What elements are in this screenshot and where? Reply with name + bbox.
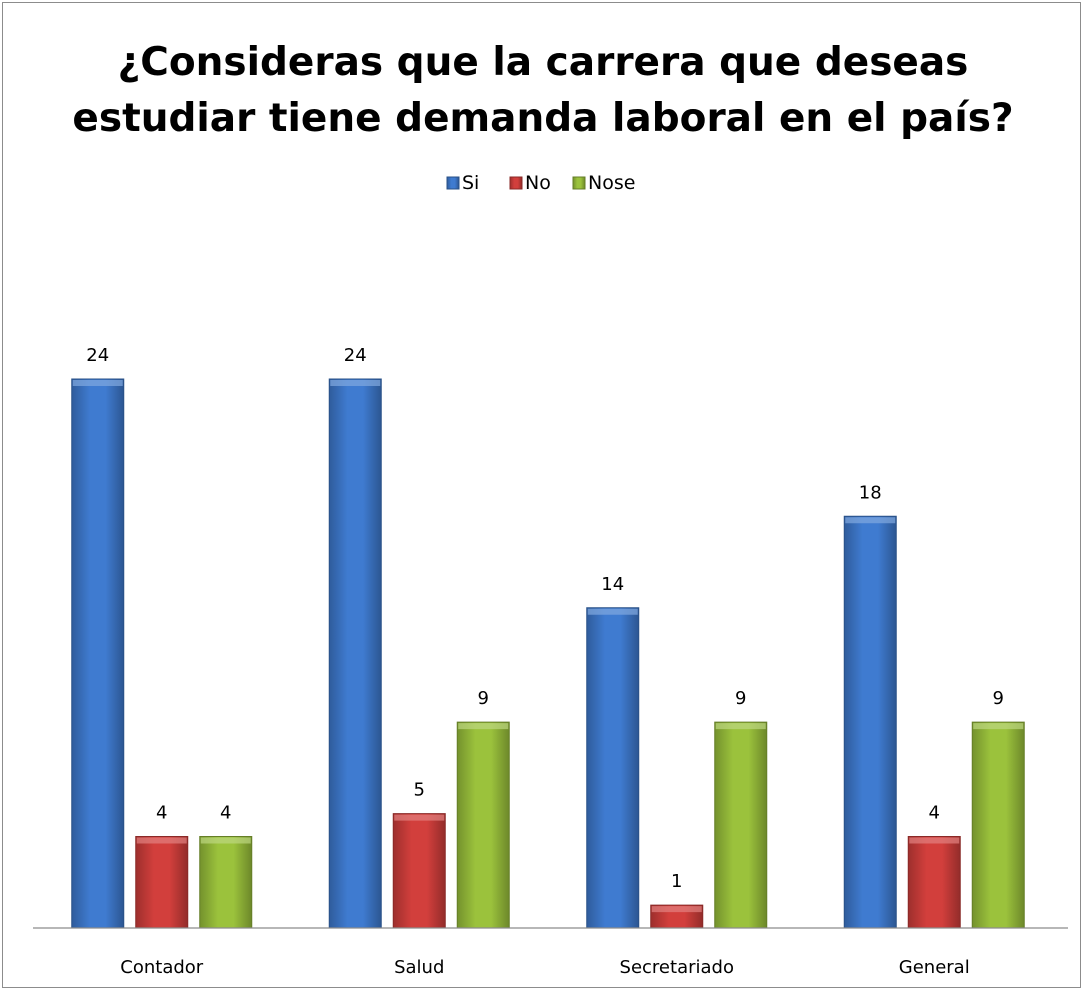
data-label-no-general: 4 [929,803,940,824]
legend-label-si: Si [462,172,479,194]
legend-swatch-no [509,176,523,190]
chart-title-line-2: estudiar tiene demanda laboral en el paí… [72,96,1013,141]
x-tick-label: Secretariado [620,957,734,978]
bar-cap [330,380,381,386]
bar-si-salud [328,378,382,929]
bar-cap [394,814,445,821]
data-label-no-contador: 4 [156,803,167,824]
bar-si-contador [71,378,125,929]
bar-nose-general [971,721,1025,929]
bar-cap [587,608,638,615]
data-label-nose-contador: 4 [220,803,231,824]
x-axis-labels: Contador Salud Secretariado General [120,957,969,978]
data-label-nose-general: 9 [993,688,1004,709]
legend-label-no: No [525,172,551,194]
data-label-no-salud: 5 [414,780,425,801]
bar-no-general [907,836,961,929]
bar-nose-contador [199,836,253,929]
x-tick-label: General [899,957,970,978]
bar-cap [973,723,1024,730]
bar-no-contador [135,836,189,929]
bar-cap [136,837,187,844]
bar-cap [845,517,896,524]
bar-cap [72,380,123,386]
chart-title-line-1: ¿Consideras que la carrera que deseas [118,40,969,85]
x-tick-label: Contador [120,957,204,978]
bar-cap [909,837,960,844]
bar-cap [715,723,766,730]
data-label-si-salud: 24 [344,345,367,366]
data-label-si-contador: 24 [86,345,109,366]
legend: Si No Nose [446,172,635,194]
bar-nose-salud [456,721,510,929]
legend-label-nose: Nose [588,172,635,194]
data-label-si-general: 18 [859,482,882,503]
bar-si-general [843,515,897,929]
data-label-nose-secretariado: 9 [735,688,746,709]
data-label-no-secretariado: 1 [671,871,682,892]
bar-nose-secretariado [714,721,768,929]
x-tick-label: Salud [394,957,444,978]
data-label-si-secretariado: 14 [601,574,624,595]
legend-swatch-si [446,176,460,190]
legend-swatch-nose [572,176,586,190]
data-label-nose-salud: 9 [478,688,489,709]
bar-cap [200,837,251,844]
bar-cap [651,906,702,913]
bar-cap [458,723,509,730]
bar-chart: ¿Consideras que la carrera que deseas es… [33,40,1068,978]
bar-no-salud [392,813,446,929]
bar-si-secretariado [586,607,640,929]
